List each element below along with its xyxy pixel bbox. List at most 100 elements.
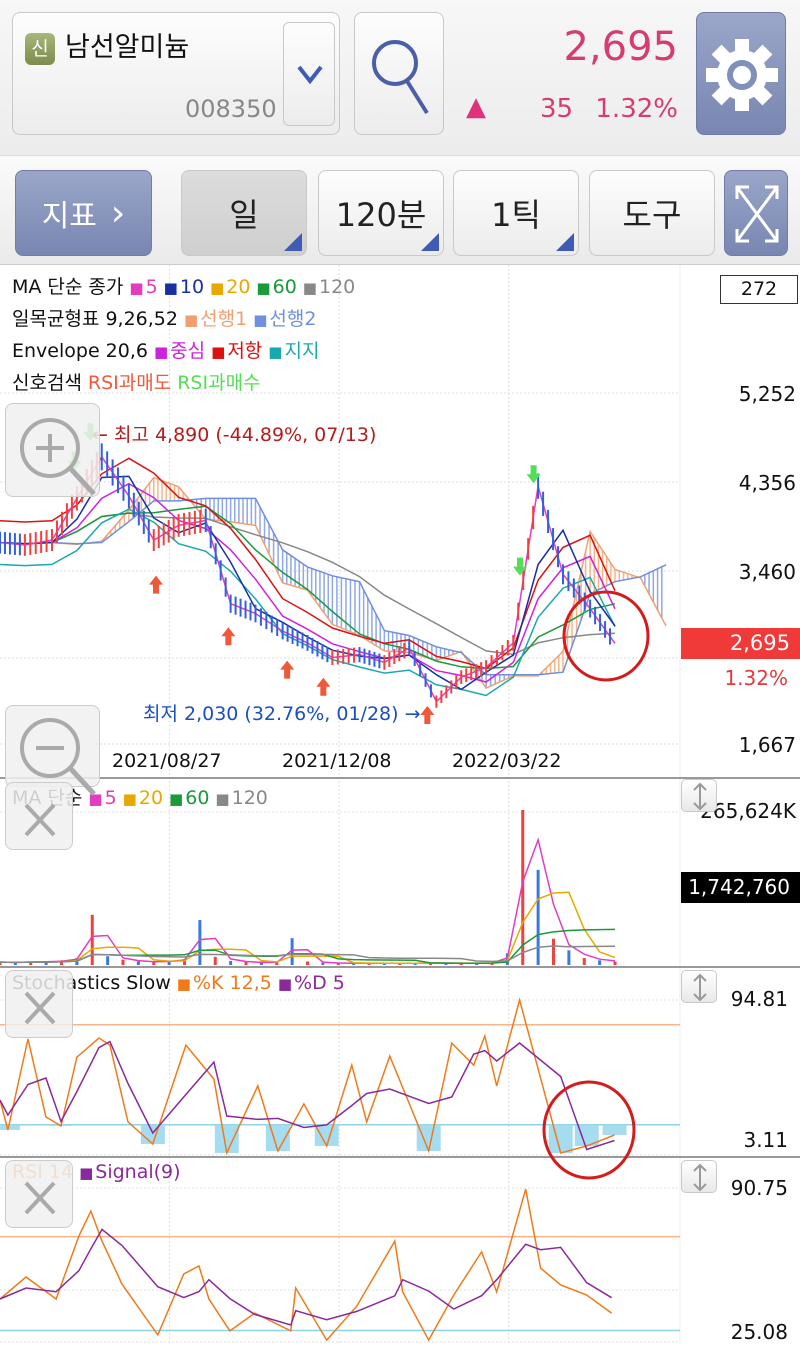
volume-bar	[459, 963, 463, 965]
x-axis-label: 2021/08/27	[112, 750, 222, 772]
stoch-min-label: 3.11	[743, 1128, 788, 1152]
legend-swatch: ■	[268, 343, 283, 361]
volume-bar	[244, 962, 248, 965]
legend-swatch: ■	[215, 790, 230, 808]
oversold-fill	[574, 1124, 599, 1146]
oversold-fill	[602, 1124, 627, 1135]
period-minute-button[interactable]: 120분	[318, 170, 444, 256]
resize-stochastics-handle[interactable]	[681, 970, 717, 1003]
current-price: 2,695	[563, 24, 678, 70]
zoom-out-button[interactable]	[5, 705, 100, 796]
dropdown-corner-icon	[421, 233, 439, 251]
candle-count-box[interactable]: 272	[720, 275, 798, 304]
search-button[interactable]	[354, 12, 444, 135]
tools-label: 도구	[622, 196, 682, 234]
tools-button[interactable]: 도구	[589, 170, 715, 256]
fullscreen-button[interactable]	[724, 170, 788, 256]
legend-item: Signal(9)	[95, 1161, 181, 1183]
volume-bar	[582, 957, 586, 965]
volume-bar	[106, 956, 110, 965]
ichimoku-span1-line	[51, 476, 667, 690]
oversold-fill	[416, 1124, 441, 1151]
indicator-legend[interactable]: 일목균형표 9,26,52 ■ 선행1 ■ 선행2	[12, 304, 322, 331]
envelope-center-line	[0, 482, 616, 683]
close-volume-button[interactable]	[5, 782, 73, 850]
buy-signal-arrow-icon	[316, 677, 331, 696]
close-stochastics-button[interactable]	[5, 970, 73, 1038]
close-icon	[24, 803, 56, 837]
chevron-down-icon	[297, 65, 323, 85]
stock-name: 남선알미늄	[65, 32, 190, 63]
legend-item: RSI과매도	[87, 372, 172, 394]
period-tick-label: 1틱	[491, 196, 541, 234]
resize-arrows-icon	[693, 1163, 707, 1192]
rsi-max-label: 90.75	[730, 1176, 788, 1200]
buy-signal-arrow-icon	[149, 575, 164, 594]
oversold-fill	[314, 1124, 339, 1146]
legend-swatch: ■	[163, 279, 178, 297]
volume-bar	[29, 961, 33, 965]
buy-signal-arrow-icon	[221, 627, 236, 646]
zoom-in-button[interactable]	[5, 403, 100, 497]
close-rsi-button[interactable]	[5, 1160, 73, 1228]
volume-bar	[90, 914, 94, 965]
stock-selector[interactable]: 신 남선알미늄 008350	[12, 12, 340, 135]
legend-swatch: ■	[79, 1164, 94, 1182]
volume-bar	[183, 959, 186, 965]
current-change-pct: 1.32%	[724, 666, 788, 690]
legend-item: 120	[318, 276, 356, 298]
indicator-legend[interactable]: MA 단순 종가 ■ 5 ■ 10 ■ 20 ■ 60 ■ 120	[12, 272, 361, 299]
high-price-note: ← 최고 4,890 (-44.89%, 07/13)	[92, 424, 377, 446]
y-axis-label: 5,252	[738, 382, 796, 406]
oversold-fill	[265, 1124, 290, 1151]
legend-item: %D 5	[294, 972, 345, 994]
resize-volume-handle[interactable]	[681, 779, 717, 812]
volume-bar	[444, 963, 448, 965]
volume-bar	[552, 938, 555, 965]
volume-bar	[475, 963, 479, 965]
legend-title: Envelope 20,6	[12, 340, 148, 362]
legend-swatch: ■	[129, 279, 144, 297]
legend-item: 5	[104, 787, 117, 809]
period-tick-button[interactable]: 1틱	[453, 170, 579, 256]
highlight-circle	[542, 1080, 636, 1180]
y-axis-label: 3,460	[738, 560, 796, 584]
legend-item: 5	[145, 276, 158, 298]
legend-swatch: ■	[302, 279, 317, 297]
resize-rsi-handle[interactable]	[681, 1160, 717, 1193]
legend-swatch: ■	[256, 279, 271, 297]
legend-swatch: ■	[153, 343, 169, 361]
volume-bar	[136, 961, 140, 965]
rsi-signal-line	[0, 1228, 612, 1326]
legend-item: 지지	[284, 340, 320, 362]
stoch-k-line	[0, 997, 615, 1156]
settings-button[interactable]	[696, 12, 786, 135]
legend-item: 선행1	[200, 308, 248, 330]
ichimoku-span2-line	[51, 497, 667, 676]
zoom-in-icon	[20, 418, 96, 496]
volume-bar	[567, 950, 571, 965]
legend-swatch: ■	[210, 279, 225, 297]
volume-bar	[598, 960, 602, 965]
indicator-legend[interactable]: 신호검색 RSI과매도 RSI과매수	[12, 368, 267, 395]
stock-dropdown-button[interactable]	[283, 22, 335, 126]
volume-bar	[152, 962, 156, 965]
legend-item: 선행2	[269, 308, 317, 330]
search-icon	[372, 40, 429, 115]
volume-bar	[213, 956, 217, 965]
current-volume-marker: 1,742,760	[681, 872, 800, 903]
resize-arrows-icon	[693, 973, 707, 1002]
volume-bar	[413, 963, 417, 965]
indicator-legend[interactable]: Envelope 20,6 ■ 중심 ■ 저항 ■ 지지	[12, 336, 325, 363]
period-day-button[interactable]: 일	[181, 170, 307, 256]
sell-signal-arrow-icon	[513, 557, 528, 576]
buy-signal-arrow-icon	[280, 660, 295, 679]
oversold-fill	[214, 1124, 239, 1153]
volume-bar	[198, 920, 202, 965]
highlight-circle	[562, 590, 650, 682]
current-price-marker: 2,695	[681, 628, 800, 659]
legend-swatch: ■	[176, 975, 191, 993]
indicator-button[interactable]: 지표 ›	[15, 170, 152, 256]
rsi-min-label: 25.08	[730, 1320, 788, 1344]
